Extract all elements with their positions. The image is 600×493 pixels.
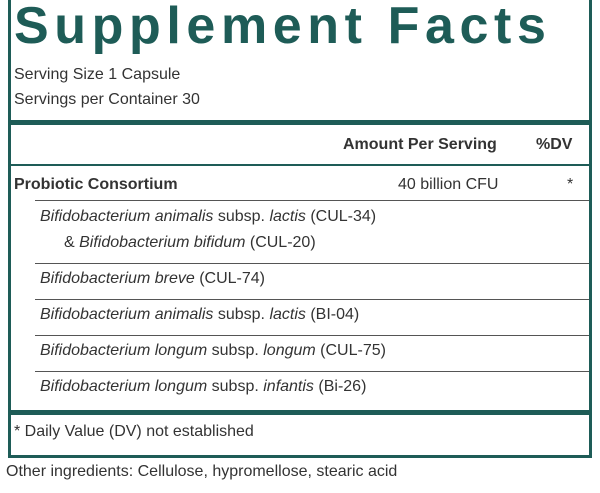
header-rule [11,164,589,166]
strain-line: Bifidobacterium animalis subsp. lactis (… [40,208,376,226]
strain-line: Bifidobacterium animalis subsp. lactis (… [40,306,359,324]
strain-text: subsp. [213,306,270,323]
strain-italic: lactis [269,208,306,225]
strain-italic: lactis [269,306,306,323]
strain-italic: Bifidobacterium bifidum [79,234,246,251]
servings-per-container: Servings per Container 30 [14,91,200,108]
strain-text: (Bi-26) [313,378,367,395]
strain-text: (CUL-75) [315,342,386,359]
strain-line: Bifidobacterium longum subsp. infantis (… [40,378,366,396]
nutrient-name: Probiotic Consortium [14,176,178,193]
header-dv: %DV [536,136,573,153]
strain-text: subsp. [213,208,270,225]
row-rule [35,263,589,264]
header-amount: Amount Per Serving [343,136,497,153]
strain-line: Bifidobacterium breve (CUL-74) [40,270,265,288]
strain-italic: Bifidobacterium breve [40,270,195,287]
strain-text: (CUL-74) [194,270,265,287]
strain-italic: Bifidobacterium animalis [40,306,214,323]
strain-italic: Bifidobacterium animalis [40,208,214,225]
strain-text: (CUL-34) [305,208,377,225]
other-ingredients: Other ingredients: Cellulose, hypromello… [6,463,398,480]
strain-italic: longum [263,342,316,359]
strain-text: (CUL-20) [245,234,316,251]
row-rule [35,299,589,300]
strain-italic: Bifidobacterium longum [40,342,208,359]
row-rule [35,335,589,336]
strain-text: & [64,234,80,251]
strain-line: Bifidobacterium longum subsp. longum (CU… [40,342,386,360]
nutrient-amount: 40 billion CFU [398,176,499,193]
strain-italic: Bifidobacterium longum [40,378,208,395]
title: Supplement Facts [14,0,552,55]
nutrient-dv: * [567,176,574,193]
row-rule [35,371,589,372]
label-border [8,0,592,458]
serving-size: Serving Size 1 Capsule [14,66,181,83]
strain-text: subsp. [207,342,264,359]
strain-text: (BI-04) [305,306,360,323]
strain-italic: infantis [263,378,314,395]
thick-rule [11,120,589,125]
row-rule [35,200,589,201]
strain-text: subsp. [207,378,264,395]
strain-line: & Bifidobacterium bifidum (CUL-20) [64,234,316,252]
thick-rule [11,410,589,415]
footnote: * Daily Value (DV) not established [14,423,254,440]
